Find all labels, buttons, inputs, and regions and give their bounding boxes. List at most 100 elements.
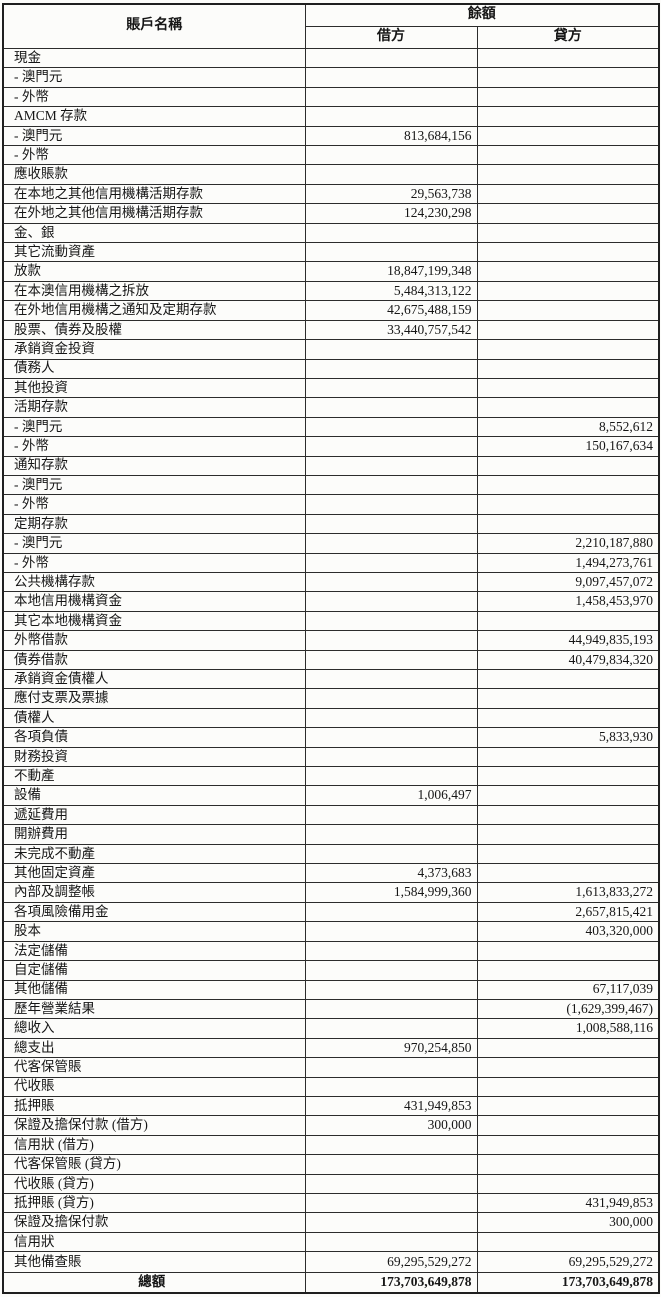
table-row: 代客保管賬 (貸方) [2, 1154, 660, 1175]
table-footer: 總額 173,703,649,878 173,703,649,878 [2, 1271, 660, 1294]
debit-cell [304, 86, 478, 108]
credit-cell [476, 164, 660, 185]
credit-cell: 40,479,834,320 [476, 649, 660, 671]
table-row: 各項風險備用金 2,657,815,421 [2, 901, 660, 923]
table-row: AMCM 存款 [2, 106, 660, 127]
account-name-cell: 總收入 [2, 1018, 306, 1039]
account-name-cell: 其它流動資產 [2, 242, 306, 263]
account-name-cell: 活期存款 [2, 397, 306, 418]
debit-cell: 5,484,313,122 [304, 280, 478, 302]
table-row: 活期存款 [2, 397, 660, 418]
column-header-credit: 貸方 [476, 26, 660, 49]
credit-cell: 9,097,457,072 [476, 571, 660, 593]
credit-cell: 403,320,000 [476, 921, 660, 942]
table-row: 未完成不動產 [2, 843, 660, 865]
credit-cell: 2,657,815,421 [476, 901, 660, 923]
credit-cell [476, 494, 660, 515]
debit-cell [304, 668, 478, 690]
debit-cell [304, 1134, 478, 1156]
account-name-cell: 保證及擔保付款 [2, 1212, 306, 1233]
credit-cell: 44,949,835,193 [476, 630, 660, 651]
table-row: 信用狀 [2, 1231, 660, 1253]
account-name-cell: 股本 [2, 921, 306, 942]
debit-cell [304, 591, 478, 612]
credit-cell: 150,167,634 [476, 436, 660, 457]
table-row: 抵押賬 431,949,853 [2, 1095, 660, 1117]
account-name-cell: 開辦費用 [2, 824, 306, 845]
debit-cell [304, 533, 478, 554]
account-name-cell: 代收賬 (貸方) [2, 1173, 306, 1194]
account-name-cell: - 澳門元 [2, 67, 306, 88]
table-row: 放款 18,847,199,348 [2, 261, 660, 282]
debit-cell [304, 707, 478, 729]
credit-cell [476, 203, 660, 224]
debit-cell: 431,949,853 [304, 1095, 478, 1117]
debit-cell [304, 901, 478, 923]
table-row: 其它流動資產 [2, 242, 660, 263]
credit-cell [476, 358, 660, 379]
debit-cell [304, 571, 478, 593]
credit-cell [476, 300, 660, 321]
credit-cell [476, 1154, 660, 1175]
column-header-debit: 借方 [304, 26, 478, 49]
credit-cell [476, 242, 660, 263]
credit-cell [476, 1037, 660, 1059]
debit-cell: 69,295,529,272 [304, 1251, 478, 1273]
account-name-cell: 承銷資金投資 [2, 339, 306, 360]
account-name-cell: 應收賬款 [2, 164, 306, 185]
account-name-cell: 其他投資 [2, 377, 306, 399]
credit-cell [476, 67, 660, 88]
debit-cell: 1,006,497 [304, 785, 478, 806]
debit-cell [304, 416, 478, 438]
credit-cell [476, 86, 660, 108]
trial-balance-table: 賬戶名稱 餘額 借方 貸方 現金 - 澳門元 - 外幣 AMCM 存款 - 澳門元 813… [2, 3, 660, 1294]
credit-cell [476, 125, 660, 147]
account-name-cell: - 澳門元 [2, 125, 306, 147]
credit-cell [476, 785, 660, 806]
table-row: 在外地之其他信用機構活期存款 124,230,298 [2, 203, 660, 224]
account-name-cell: 未完成不動產 [2, 843, 306, 865]
account-name-cell: 承銷資金債權人 [2, 668, 306, 690]
account-name-cell: 各項負債 [2, 727, 306, 748]
debit-cell: 42,675,488,159 [304, 300, 478, 321]
table-row: 抵押賬 (貸方) 431,949,853 [2, 1192, 660, 1214]
account-name-cell: 債券借款 [2, 649, 306, 671]
table-row: 不動產 [2, 766, 660, 787]
table-row: 內部及調整帳 1,584,999,360 1,613,833,272 [2, 882, 660, 903]
table-row: - 外幣 [2, 86, 660, 108]
credit-cell [476, 1231, 660, 1253]
table-row: 其他儲備 67,117,039 [2, 979, 660, 1000]
credit-cell [476, 513, 660, 535]
credit-cell [476, 766, 660, 787]
credit-cell [476, 261, 660, 282]
account-name-cell: 信用狀 [2, 1231, 306, 1253]
debit-cell [304, 339, 478, 360]
account-name-cell: 在外地信用機構之通知及定期存款 [2, 300, 306, 321]
credit-cell [476, 397, 660, 418]
debit-cell: 33,440,757,542 [304, 319, 478, 341]
debit-cell: 29,563,738 [304, 183, 478, 205]
credit-cell [476, 863, 660, 884]
account-name-cell: - 外幣 [2, 436, 306, 457]
account-name-cell: 其他固定資產 [2, 863, 306, 884]
account-name-cell: 內部及調整帳 [2, 882, 306, 903]
credit-cell: 300,000 [476, 1212, 660, 1233]
table-row: - 外幣 1,494,273,761 [2, 552, 660, 573]
account-name-cell: 保證及擔保付款 (借方) [2, 1115, 306, 1136]
debit-cell [304, 1018, 478, 1039]
table-row: 在外地信用機構之通知及定期存款 42,675,488,159 [2, 300, 660, 321]
table-header: 賬戶名稱 餘額 借方 貸方 [2, 3, 660, 49]
credit-cell [476, 47, 660, 69]
table-row: - 澳門元 813,684,156 [2, 125, 660, 147]
account-name-cell: 設備 [2, 785, 306, 806]
debit-cell [304, 242, 478, 263]
table-row: - 外幣 150,167,634 [2, 436, 660, 457]
column-header-balance: 餘額 [304, 3, 660, 27]
table-row: 自定儲備 [2, 960, 660, 981]
account-name-cell: 其他備查賬 [2, 1251, 306, 1273]
table-row: 本地信用機構資金 1,458,453,970 [2, 591, 660, 612]
debit-cell [304, 746, 478, 768]
credit-cell [476, 610, 660, 632]
debit-cell [304, 145, 478, 166]
table-row: 公共機構存款 9,097,457,072 [2, 571, 660, 593]
